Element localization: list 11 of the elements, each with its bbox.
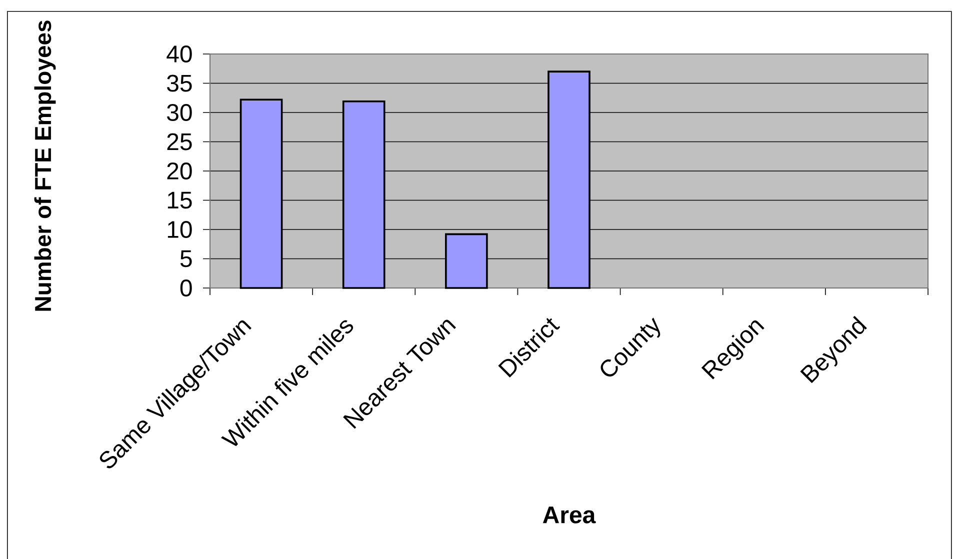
- y-tick-label: 30: [167, 104, 192, 121]
- y-tick-label: 5: [180, 250, 192, 268]
- y-tick-label: 15: [168, 192, 192, 209]
- y-axis-title: Number of FTE Employees: [34, 20, 56, 311]
- y-tick-label: 0: [180, 279, 192, 296]
- x-axis-title: Area: [542, 506, 596, 524]
- y-tick-label: 25: [167, 133, 192, 150]
- y-tick-label: 10: [168, 220, 192, 238]
- y-tick-label: 40: [166, 45, 192, 62]
- y-tick-label: 35: [167, 74, 192, 92]
- y-tick-label: 20: [167, 162, 192, 180]
